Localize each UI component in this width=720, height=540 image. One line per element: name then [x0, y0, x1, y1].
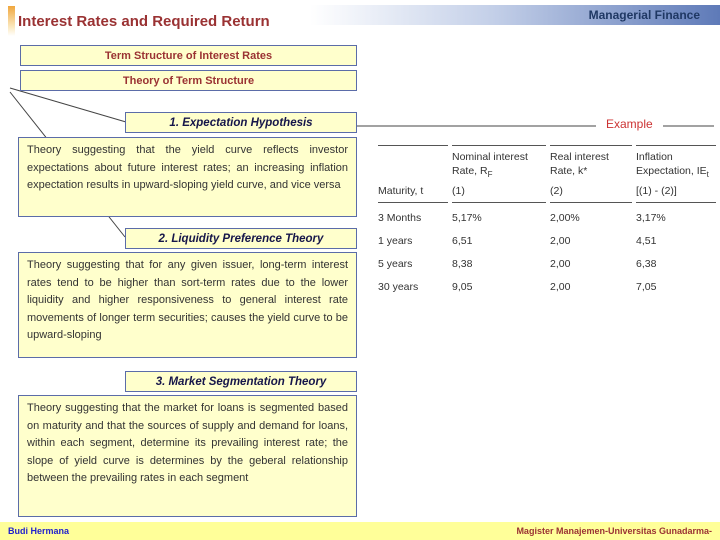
section-1-body: Theory suggesting that the yield curve r…: [18, 137, 357, 217]
table-header-subscript: F: [487, 170, 493, 180]
section-2-heading: 2. Liquidity Preference Theory: [125, 228, 357, 249]
outline-box-term-structure: Term Structure of Interest Rates: [20, 45, 357, 66]
connector-line-to-section1: [9, 87, 127, 123]
corner-accent-bar: [8, 6, 15, 36]
table-cell: 6,51: [452, 235, 473, 248]
table-header-text: Real interest Rate, k*: [550, 151, 609, 178]
slide-title: Interest Rates and Required Return: [18, 13, 270, 30]
table-subheader-col1: (1): [452, 183, 546, 204]
table-header-subscript: t: [706, 170, 709, 180]
table-row-label: 5 years: [378, 258, 413, 271]
table-cell: 6,38: [636, 258, 657, 271]
section-3-body: Theory suggesting that the market for lo…: [18, 395, 357, 517]
table-row-label: 1 years: [378, 235, 413, 248]
table-cell: 2,00%: [550, 212, 580, 225]
table-row-label: 3 Months: [378, 212, 422, 225]
table-cell: 7,05: [636, 281, 657, 294]
table-cell: 8,38: [452, 258, 473, 271]
example-table: Nominal interest Rate, RF Real interest …: [378, 145, 716, 295]
section-3-heading: 3. Market Segmentation Theory: [125, 371, 357, 392]
section-1-heading: 1. Expectation Hypothesis: [125, 112, 357, 133]
table-subheader-maturity: Maturity, t: [378, 183, 448, 204]
table-cell: 3,17%: [636, 212, 666, 225]
section-2-body: Theory suggesting that for any given iss…: [18, 252, 357, 358]
table-header-text: Inflation Expectation, IE: [636, 151, 707, 178]
table-cell: 4,51: [636, 235, 657, 248]
table-header-text: Nominal interest Rate, R: [452, 151, 528, 178]
table-header-inflation-expectation: Inflation Expectation, IEt: [636, 145, 716, 183]
footer-author: Budi Hermana: [8, 526, 70, 536]
table-cell: 2,00: [550, 281, 571, 294]
table-header-real-rate: Real interest Rate, k*: [550, 145, 632, 183]
table-cell: 2,00: [550, 258, 571, 271]
table-subheader-col2: (2): [550, 183, 632, 204]
table-row-label: 30 years: [378, 281, 419, 294]
table-subheader-col3: [(1) - (2)]: [636, 183, 716, 204]
footer-bar: Budi Hermana Magister Manajemen-Universi…: [0, 522, 720, 540]
table-cell: 2,00: [550, 235, 571, 248]
footer-institution: Magister Manajemen-Universitas Gunadarma…: [516, 526, 712, 536]
top-gradient-bar: Managerial Finance: [310, 5, 720, 25]
table-header-corner: [378, 145, 448, 183]
table-header-nominal-rate: Nominal interest Rate, RF: [452, 145, 546, 183]
course-title: Managerial Finance: [588, 8, 700, 22]
table-cell: 5,17%: [452, 212, 482, 225]
example-label: Example: [596, 117, 663, 131]
outline-box-theory-of-term-structure: Theory of Term Structure: [20, 70, 357, 91]
table-cell: 9,05: [452, 281, 473, 294]
